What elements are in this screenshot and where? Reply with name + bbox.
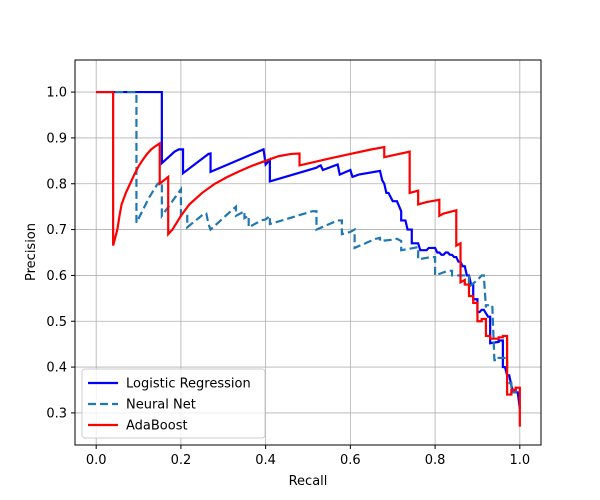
series-line-logistic-regression [96,90,521,409]
y-tick-label: 0.9 [46,131,67,146]
series-line-adaboost [96,90,521,427]
series-line-neural-net [115,90,520,394]
y-axis-label: Precision [24,223,39,281]
y-tick-label: 0.5 [46,315,67,330]
y-tick-label: 0.7 [46,223,67,238]
x-tick-label: 0.6 [340,453,361,468]
y-tick-label: 0.8 [46,177,67,192]
y-tick-label: 0.3 [46,406,67,421]
x-tick-label: 0.4 [255,453,276,468]
legend-box [81,368,266,439]
y-tick-label: 0.6 [46,269,67,284]
x-tick-label: 0.8 [425,453,446,468]
legend-label: AdaBoost [126,419,188,434]
x-tick-label: 0.2 [171,453,192,468]
y-axis-ticks: 0.3 0.4 0.5 0.6 0.7 0.8 0.9 1.0 [46,86,75,421]
y-tick-label: 1.0 [46,86,67,101]
series-lines [96,90,521,427]
x-tick-label: 1.0 [509,453,530,468]
x-axis-label: Recall [289,474,328,489]
legend: Logistic Regression Neural Net AdaBoost [81,368,266,439]
x-tick-label: 0.0 [86,453,107,468]
y-tick-label: 0.4 [46,361,67,376]
plot-area-frame [74,59,542,446]
x-axis-ticks: 0.0 0.2 0.4 0.6 0.8 1.0 [86,445,530,468]
legend-label: Neural Net [126,398,196,413]
legend-label: Logistic Regression [126,377,251,392]
